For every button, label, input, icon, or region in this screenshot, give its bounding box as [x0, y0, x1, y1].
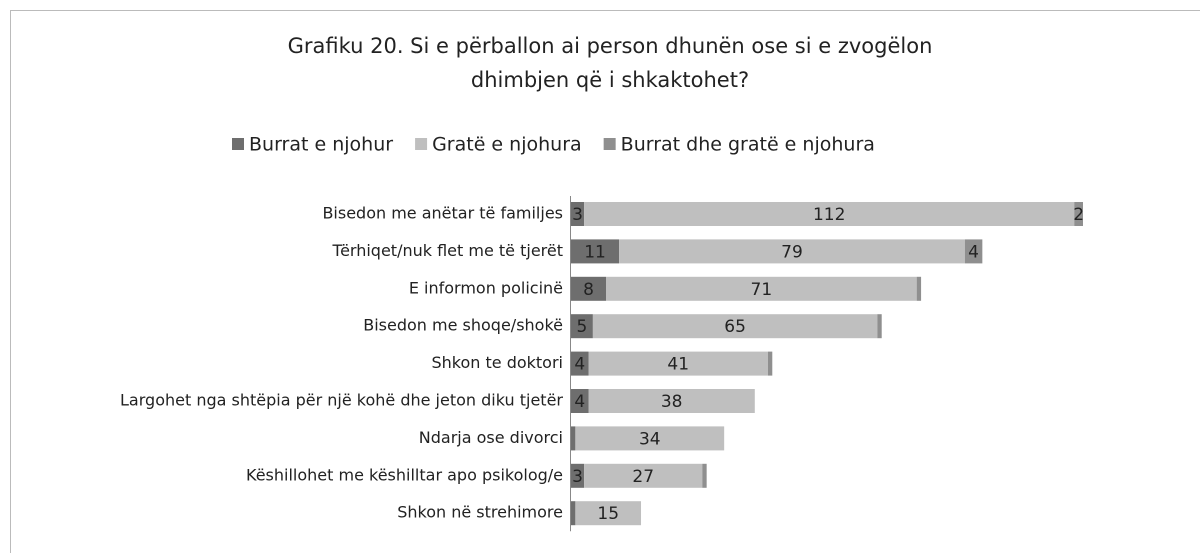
- bar-segment: [571, 389, 589, 413]
- bar-segment: [575, 501, 642, 526]
- bar-segment: [588, 389, 755, 413]
- data-label: 4: [968, 242, 979, 262]
- category-label: Shkon te doktori: [431, 353, 563, 372]
- bar-segment: [571, 276, 607, 301]
- data-label: 71: [751, 280, 773, 300]
- bar-segment: [877, 314, 882, 339]
- bar-segment: [571, 314, 593, 339]
- bar-segment: [619, 239, 965, 264]
- bar-segment: [584, 463, 703, 488]
- category-label: Bisedon me shoqe/shokë: [363, 316, 563, 335]
- category-label: Bisedon me anëtar të familjes: [322, 204, 563, 223]
- data-label: 38: [661, 392, 683, 412]
- bar-segment: [767, 351, 773, 376]
- data-label: 79: [781, 242, 803, 262]
- bar-segment: [575, 426, 725, 451]
- data-label: 27: [632, 467, 654, 487]
- data-label: 15: [597, 504, 619, 524]
- chart-title: dhimbjen që i shkaktohet?: [471, 68, 749, 92]
- bar-segment: [571, 463, 585, 488]
- bar-segment: [571, 426, 576, 451]
- bar-segment: [571, 351, 589, 376]
- data-label: 11: [584, 242, 606, 262]
- bar-segment: [584, 202, 1075, 226]
- legend-swatch: [232, 138, 244, 150]
- data-label: 34: [639, 429, 661, 449]
- data-label: 65: [724, 317, 746, 337]
- bar-segment: [571, 202, 585, 226]
- bar-segment: [571, 239, 620, 264]
- legend-swatch: [415, 138, 428, 150]
- legend-label: Gratë e njohura: [432, 134, 582, 156]
- category-label: Shkon në strehimore: [397, 503, 563, 522]
- data-label: 112: [813, 205, 845, 225]
- data-label: 4: [574, 392, 585, 412]
- data-label: 3: [572, 205, 583, 225]
- bar-segment: [1074, 202, 1083, 226]
- category-label: Ndarja ose divorci: [419, 428, 563, 447]
- bar-segment: [964, 239, 983, 264]
- data-label: 5: [577, 317, 588, 337]
- bar-segment: [606, 276, 917, 301]
- category-label: Tërhiqet/nuk flet me të tjerët: [332, 241, 563, 260]
- bar-segment: [916, 276, 922, 301]
- legend-swatch: [603, 138, 616, 150]
- chart-title: Grafiku 20. Si e përballon ai person dhu…: [288, 34, 933, 58]
- data-label: 41: [667, 355, 689, 375]
- category-label: Largohet nga shtëpia për një kohë dhe je…: [120, 391, 563, 410]
- legend-label: Burrat dhe gratë e njohura: [621, 134, 875, 156]
- bar-segment: [588, 351, 768, 376]
- data-label: 8: [583, 280, 594, 300]
- category-label: Këshillohet me këshilltar apo psikolog/e: [246, 465, 563, 484]
- category-label: E informon policinë: [409, 278, 563, 297]
- data-label: 2: [1073, 205, 1084, 225]
- bar-segment: [571, 501, 576, 526]
- bar-segment: [702, 463, 707, 488]
- data-label: 4: [574, 355, 585, 375]
- frame: [10, 10, 1200, 553]
- bar-segment: [592, 314, 878, 339]
- legend-label: Burrat e njohur: [249, 134, 393, 156]
- data-label: 3: [572, 467, 583, 487]
